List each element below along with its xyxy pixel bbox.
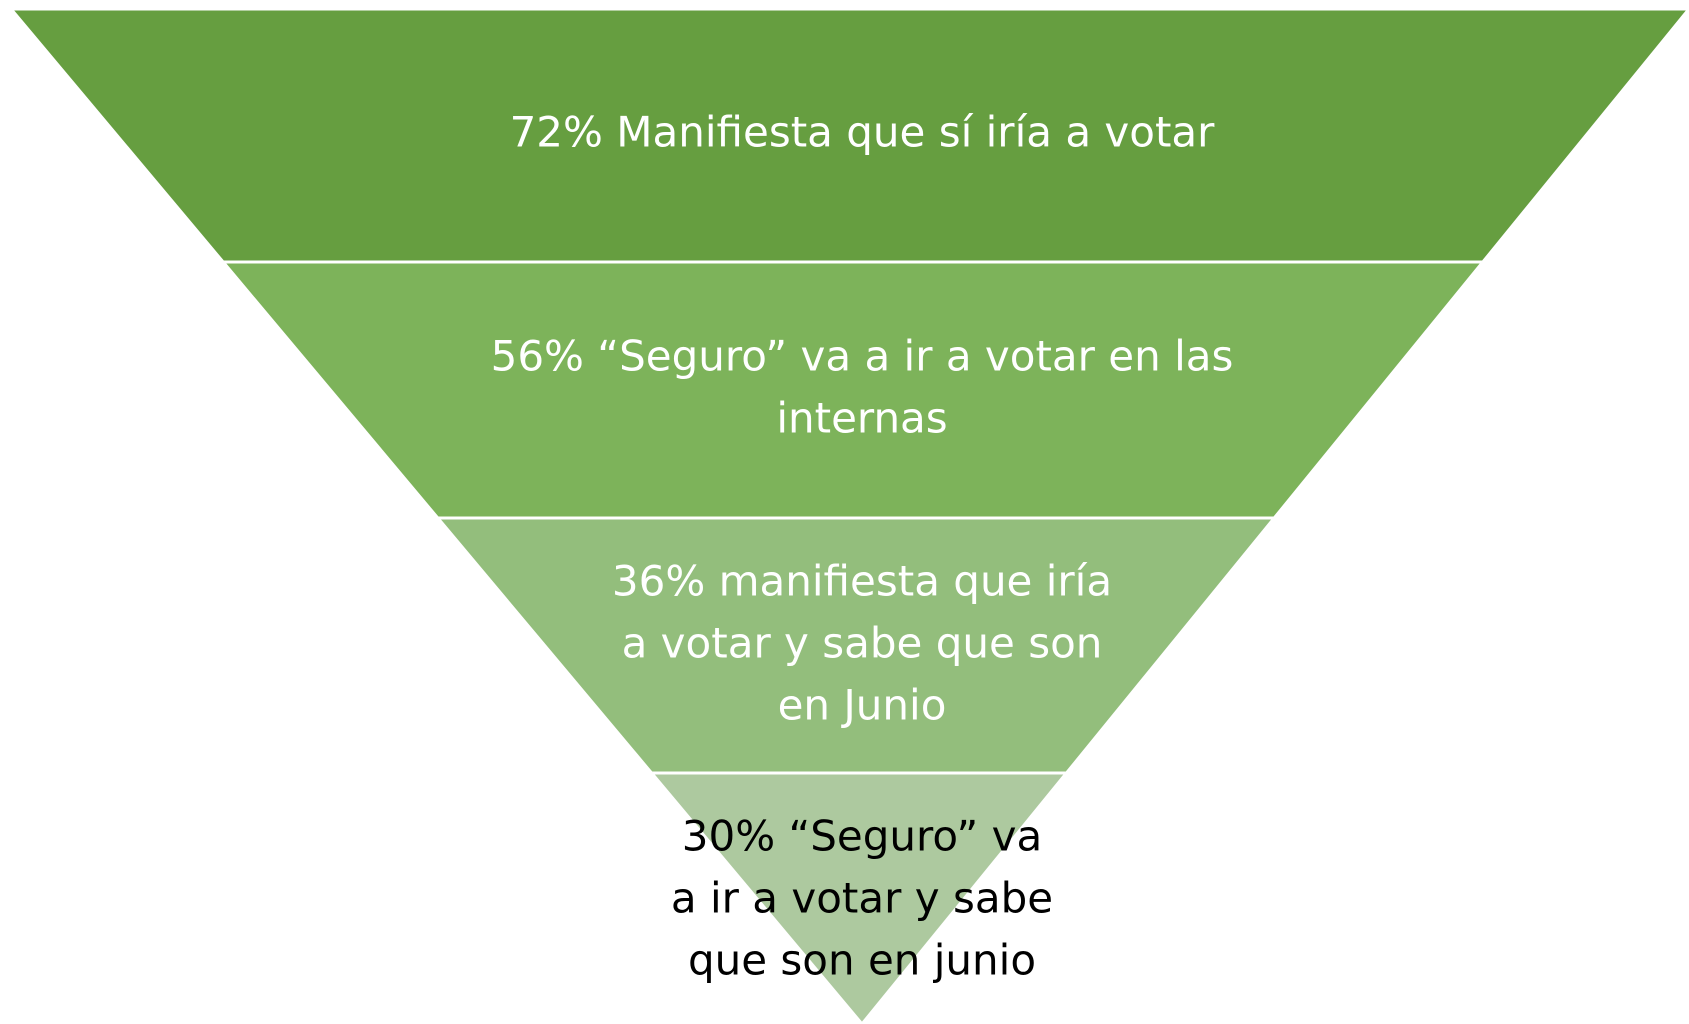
level-label: 72% Manifiesta que sí iría a votar <box>510 108 1216 157</box>
level-label: en Junio <box>778 681 947 730</box>
level-label: internas <box>776 394 947 443</box>
level-label: 30% “Seguro” va <box>682 812 1043 861</box>
level-label: que son en junio <box>688 936 1036 985</box>
funnel-level <box>219 260 1487 520</box>
funnel-level <box>648 771 1070 1024</box>
level-label: 36% manifiesta que iría <box>612 557 1112 606</box>
level-label: a ir a votar y sabe <box>671 874 1053 923</box>
level-label: a votar y sabe que son <box>622 619 1103 668</box>
level-label: 56% “Seguro” va a ir a votar en las <box>491 332 1234 381</box>
